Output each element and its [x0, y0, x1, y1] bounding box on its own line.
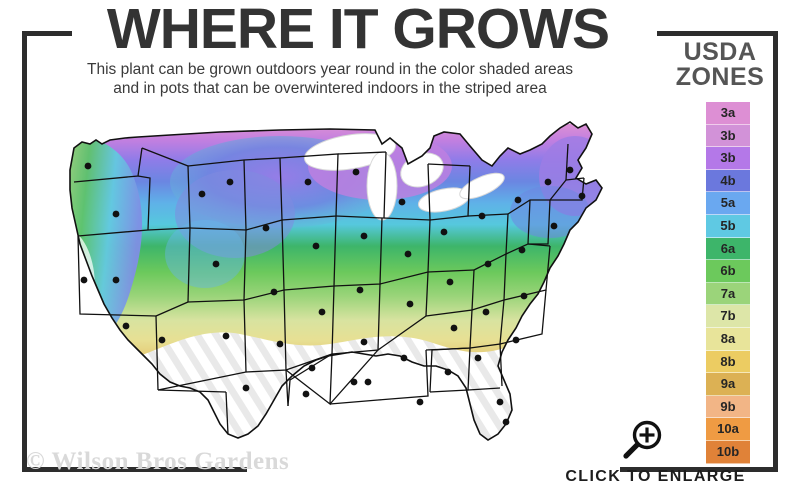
subtitle-line-1: This plant can be grown outdoors year ro… — [87, 61, 573, 78]
frame-top-right-edge — [657, 31, 778, 36]
legend-swatch-9b-13: 9b — [706, 395, 750, 419]
us-map-svg — [30, 104, 650, 464]
frame-right-edge — [773, 31, 778, 472]
hardiness-zone-map[interactable] — [30, 104, 650, 464]
frame-bottom-right-edge — [620, 467, 778, 472]
legend-swatch-10a-14: 10a — [706, 418, 750, 441]
page-subtitle: This plant can be grown outdoors year ro… — [40, 60, 620, 98]
us-coastline — [69, 121, 603, 441]
legend-swatch-3b-2: 3b — [706, 147, 750, 170]
legend-swatch-7b-9: 7b — [706, 305, 750, 328]
city-dots — [80, 162, 586, 426]
legend-swatch-3b-1: 3b — [706, 124, 750, 148]
legend-swatch-8b-11: 8b — [706, 350, 750, 374]
great-basin-blotch — [165, 220, 245, 288]
legend-swatch-5b-5: 5b — [706, 214, 750, 238]
legend-swatch-9a-12: 9a — [706, 373, 750, 396]
legend-swatch-10b-15: 10b — [706, 440, 750, 464]
legend-swatch-5a-4: 5a — [706, 192, 750, 215]
click-to-enlarge-label[interactable]: CLICK TO ENLARGE — [565, 468, 746, 485]
legend-swatch-8a-10: 8a — [706, 327, 750, 351]
legend-swatch-6a-6: 6a — [706, 237, 750, 261]
rockies-cold-blotch — [175, 170, 295, 258]
legend-heading-line-1: USDA — [683, 38, 757, 66]
subtitle-line-2: and in pots that can be overwintered ind… — [113, 80, 547, 97]
legend-swatch-6b-7: 6b — [706, 260, 750, 283]
legend-swatch-3a-0: 3a — [706, 102, 750, 125]
watermark: © Wilson Bros Gardens — [26, 448, 290, 475]
usda-zone-legend: 3a 3b 3b 4b 5a 5b 6a 6b 7a 7b 8a 8b 9a 9b 10a 10b — [706, 102, 750, 464]
legend-swatch-7a-8: 7a — [706, 282, 750, 306]
legend-swatch-4b-3: 4b — [706, 169, 750, 193]
frame-bottom-left-edge — [22, 467, 247, 472]
frame-left-edge — [22, 31, 27, 472]
state-borders — [73, 143, 585, 435]
frame-top-left-edge — [22, 31, 72, 36]
page-title: WHERE IT GROWS — [106, 0, 610, 61]
magnifier-plus-icon[interactable] — [620, 418, 666, 464]
legend-heading-line-2: ZONES — [675, 63, 765, 91]
great-lakes — [303, 133, 505, 221]
legend-heading: USDA ZONES — [660, 40, 780, 90]
